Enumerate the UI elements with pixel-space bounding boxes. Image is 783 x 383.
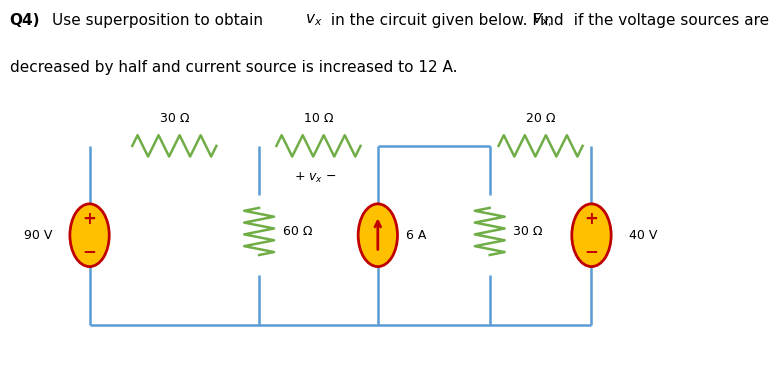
Text: in the circuit given below. Find: in the circuit given below. Find xyxy=(326,13,568,28)
Text: 40 V: 40 V xyxy=(629,229,657,242)
Text: Q4): Q4) xyxy=(9,13,40,28)
Text: decreased by half and current source is increased to 12 A.: decreased by half and current source is … xyxy=(9,61,457,75)
Text: 30 Ω: 30 Ω xyxy=(160,112,189,125)
Text: 10 Ω: 10 Ω xyxy=(304,112,334,125)
Ellipse shape xyxy=(70,204,110,267)
Text: 30 Ω: 30 Ω xyxy=(514,225,543,238)
Ellipse shape xyxy=(358,204,398,267)
Text: $v_x$: $v_x$ xyxy=(305,13,322,28)
Text: $v_{x,}$: $v_{x,}$ xyxy=(532,13,551,29)
Text: if the voltage sources are: if the voltage sources are xyxy=(565,13,770,28)
Text: + $v_x$ −: + $v_x$ − xyxy=(294,170,337,185)
Text: 20 Ω: 20 Ω xyxy=(526,112,555,125)
Text: Use superposition to obtain: Use superposition to obtain xyxy=(52,13,268,28)
Text: 6 A: 6 A xyxy=(406,229,427,242)
Ellipse shape xyxy=(572,204,612,267)
Text: +: + xyxy=(585,210,598,228)
Text: −: − xyxy=(585,242,598,260)
Text: 90 V: 90 V xyxy=(24,229,52,242)
Text: 60 Ω: 60 Ω xyxy=(283,225,312,238)
Text: +: + xyxy=(83,210,96,228)
Text: −: − xyxy=(83,242,96,260)
